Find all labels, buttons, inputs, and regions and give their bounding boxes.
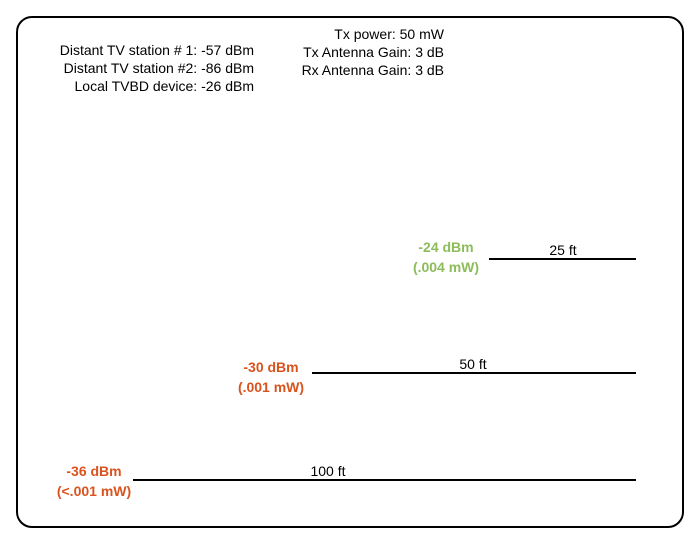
signal-mw: (.001 mW): [237, 379, 305, 395]
signal-dbm: -30 dBm: [243, 359, 299, 375]
signal-level-25ft: -24 dBm (.004 mW): [400, 237, 492, 277]
signal-dbm: -24 dBm: [418, 239, 474, 255]
distance-label-100ft: 100 ft: [310, 463, 346, 479]
signal-mw: (.004 mW): [412, 259, 480, 275]
signal-level-100ft: -36 dBm (<.001 mW): [40, 461, 148, 501]
distance-line-100ft: [133, 479, 636, 481]
tx-power: Tx power: 50 mW: [334, 26, 444, 42]
tx-antenna-gain: Tx Antenna Gain: 3 dB: [303, 44, 444, 60]
distance-line-25ft: [489, 258, 636, 260]
distance-label-25ft: 25 ft: [549, 242, 577, 258]
local-device-level: Local TVBD device: -26 dBm: [74, 78, 255, 94]
station-1-level: Distant TV station # 1: -57 dBm: [59, 42, 254, 58]
signal-mw: (<.001 mW): [56, 483, 132, 499]
signal-dbm: -36 dBm: [66, 463, 122, 479]
rx-antenna-gain: Rx Antenna Gain: 3 dB: [301, 62, 444, 78]
signal-level-50ft: -30 dBm (.001 mW): [225, 357, 317, 397]
station-levels: Distant TV station # 1: -57 dBm Distant …: [40, 41, 254, 95]
distance-line-50ft: [312, 372, 636, 374]
diagram-frame: [16, 16, 684, 528]
station-2-level: Distant TV station #2: -86 dBm: [63, 60, 254, 76]
transmit-parameters: Tx power: 50 mW Tx Antenna Gain: 3 dB Rx…: [270, 25, 444, 79]
distance-label-50ft: 50 ft: [459, 356, 487, 372]
